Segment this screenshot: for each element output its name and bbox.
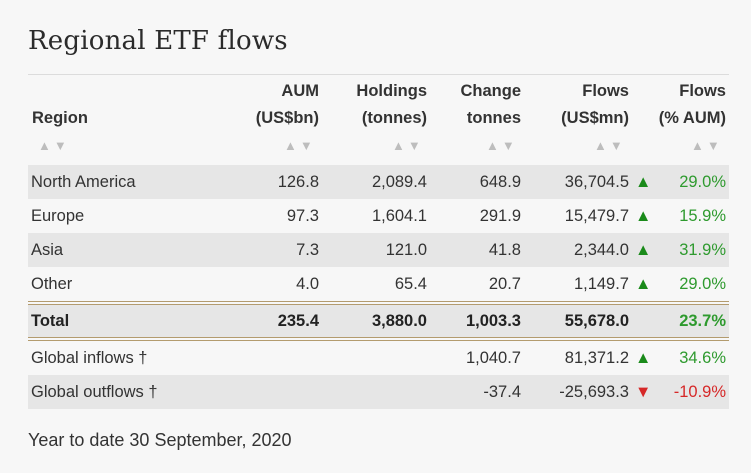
header-holdings-line1: Holdings — [356, 82, 427, 100]
cell-flows: 55,678.0 — [564, 312, 629, 330]
cell-aum: 7.3 — [296, 241, 319, 259]
cell-flows: -25,693.3 — [559, 383, 629, 401]
cell-flows: 1,149.7 — [573, 275, 629, 293]
cell-flows-pct: 31.9% — [679, 241, 726, 259]
header-flows-usd-line2: (US$mn) — [561, 109, 629, 127]
cell-flows: 36,704.5 — [564, 173, 629, 191]
divider — [28, 74, 729, 75]
cell-region: Total — [31, 312, 70, 330]
cell-change: 1,040.7 — [465, 349, 521, 367]
arrow-down-icon: ▼ — [635, 383, 652, 401]
cell-change: 41.8 — [488, 241, 521, 259]
cell-flows-pct: 29.0% — [679, 275, 726, 293]
cell-flows: 15,479.7 — [564, 207, 629, 225]
sort-flows-usd-icon[interactable]: ▲▼ — [594, 138, 626, 153]
header-change-line1: Change — [460, 82, 521, 100]
footnote: Year to date 30 September, 2020 — [28, 430, 292, 450]
cell-flows: 81,371.2 — [564, 349, 629, 367]
table-row: Other 4.0 65.4 20.7 1,149.7 ▲ 29.0% — [28, 267, 729, 301]
table-row: Europe 97.3 1,604.1 291.9 15,479.7 ▲ 15.… — [28, 199, 729, 233]
arrow-up-icon: ▲ — [635, 173, 652, 191]
cell-change: -37.4 — [483, 383, 521, 401]
cell-change: 291.9 — [479, 207, 521, 225]
cell-change: 648.9 — [479, 173, 521, 191]
cell-holdings: 2,089.4 — [371, 173, 427, 191]
header-change[interactable]: Change tonnes — [430, 78, 521, 132]
cell-region: Other — [31, 275, 73, 293]
arrow-up-icon: ▲ — [635, 207, 652, 225]
header-flows-pct[interactable]: Flows (% AUM) — [632, 78, 726, 132]
cell-aum: 97.3 — [286, 207, 319, 225]
cell-region: Global inflows † — [31, 349, 148, 367]
cell-flows-pct: 34.6% — [679, 349, 726, 367]
cell-aum: 126.8 — [277, 173, 319, 191]
global-row: Global outflows † -37.4 -25,693.3 ▼ -10.… — [28, 375, 729, 409]
header-flows-usd[interactable]: Flows (US$mn) — [525, 78, 629, 132]
table-row: North America 126.8 2,089.4 648.9 36,704… — [28, 165, 729, 199]
cell-holdings: 3,880.0 — [371, 312, 427, 330]
cell-flows-pct: 29.0% — [679, 173, 726, 191]
header-flows-pct-line2: (% AUM) — [658, 109, 726, 127]
header-aum-line2: (US$bn) — [255, 109, 319, 127]
header-holdings-line2: (tonnes) — [361, 109, 427, 127]
cell-region: Europe — [31, 207, 85, 225]
divider — [28, 337, 729, 341]
total-row: Total 235.4 3,880.0 1,003.3 55,678.0 23.… — [28, 305, 729, 337]
sort-flows-pct-icon[interactable]: ▲▼ — [691, 138, 723, 153]
cell-change: 1,003.3 — [465, 312, 521, 330]
cell-region: Global outflows † — [31, 383, 158, 401]
arrow-up-icon: ▲ — [635, 275, 652, 293]
header-flows-pct-line1: Flows — [679, 82, 726, 100]
header-holdings[interactable]: Holdings (tonnes) — [320, 78, 427, 132]
cell-flows-pct: 15.9% — [679, 207, 726, 225]
cell-holdings: 1,604.1 — [371, 207, 427, 225]
cell-aum: 4.0 — [296, 275, 319, 293]
cell-change: 20.7 — [488, 275, 521, 293]
divider — [28, 301, 729, 305]
cell-region: North America — [31, 173, 136, 191]
cell-region: Asia — [31, 241, 64, 259]
cell-flows: 2,344.0 — [573, 241, 629, 259]
header-aum[interactable]: AUM (US$bn) — [218, 78, 319, 132]
cell-flows-pct: 23.7% — [679, 312, 726, 330]
header-region[interactable]: Region — [32, 109, 88, 127]
global-row: Global inflows † 1,040.7 81,371.2 ▲ 34.6… — [28, 341, 729, 375]
cell-flows-pct: -10.9% — [673, 383, 726, 401]
page-title: Regional ETF flows — [28, 26, 288, 56]
header-aum-line1: AUM — [281, 82, 319, 100]
sort-aum-icon[interactable]: ▲▼ — [284, 138, 316, 153]
cell-holdings: 65.4 — [394, 275, 427, 293]
sort-holdings-icon[interactable]: ▲▼ — [392, 138, 424, 153]
arrow-up-icon: ▲ — [635, 241, 652, 259]
table-row: Asia 7.3 121.0 41.8 2,344.0 ▲ 31.9% — [28, 233, 729, 267]
cell-holdings: 121.0 — [385, 241, 427, 259]
sort-region-icon[interactable]: ▲▼ — [38, 138, 70, 153]
sort-change-icon[interactable]: ▲▼ — [486, 138, 518, 153]
header-flows-usd-line1: Flows — [582, 82, 629, 100]
header-change-line2: tonnes — [466, 109, 521, 127]
cell-aum: 235.4 — [277, 312, 319, 330]
arrow-up-icon: ▲ — [635, 349, 652, 367]
